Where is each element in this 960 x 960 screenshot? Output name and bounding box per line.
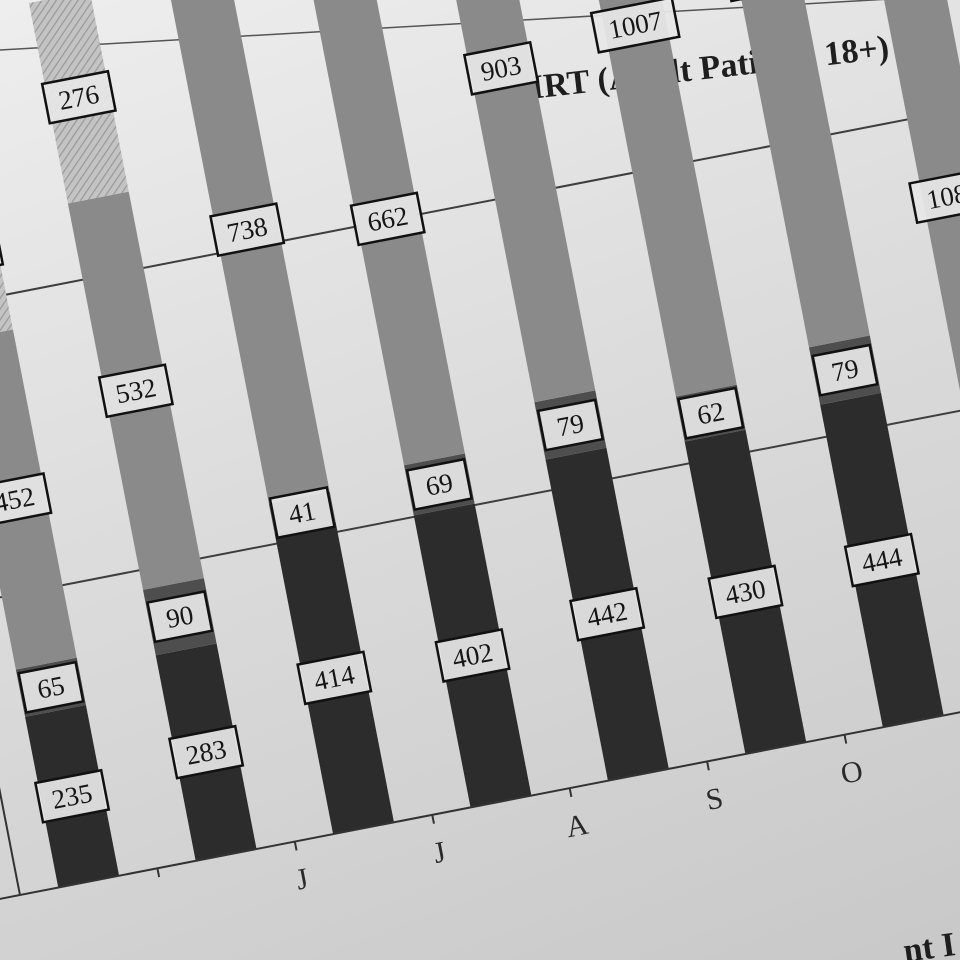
value-label: 452 (0, 472, 53, 528)
x-tick-label: O (838, 754, 866, 791)
value-label: 402 (434, 628, 511, 683)
value-label: 414 (296, 650, 373, 706)
x-tick-label: S (703, 781, 726, 817)
value-label-text: 90 (164, 599, 196, 634)
value-label-text: 41 (286, 495, 318, 530)
x-tick (706, 761, 710, 771)
value-label: 79 (811, 343, 879, 397)
value-label: 235 (33, 768, 111, 824)
value-label: 276 (40, 69, 118, 125)
bar-segment (164, 0, 330, 504)
x-tick-label: J (293, 862, 311, 897)
value-label: 903 (462, 40, 540, 96)
value-label: 79 (536, 398, 605, 452)
x-tick-label: J (431, 835, 449, 870)
value-label: 430 (707, 564, 784, 620)
bar-segment (665, 0, 870, 348)
value-label: 442 (569, 586, 646, 642)
value-label: 69 (405, 457, 474, 512)
gridlines (0, 0, 960, 623)
x-tick (156, 868, 161, 878)
value-label: 65 (17, 660, 85, 714)
gridline (0, 85, 960, 333)
value-label: 738 (209, 202, 286, 258)
value-label: 90 (146, 590, 214, 644)
bars (0, 0, 960, 888)
value-label: 62 (676, 386, 745, 440)
chart-title: SBIRT (Adult Patients 18+) (487, 29, 891, 111)
x-tick (431, 814, 435, 824)
value-label: 1085 (908, 166, 960, 225)
value-label-text: 62 (695, 396, 727, 431)
value-label: 444 (843, 532, 921, 588)
value-label: 283 (167, 724, 245, 780)
x-tick (293, 841, 298, 851)
next-section-heading-fragment: nt I (901, 926, 958, 960)
gridline (0, 376, 960, 623)
value-label: 532 (97, 363, 175, 419)
value-label-text: 69 (423, 467, 455, 502)
value-label: 41 (268, 485, 336, 540)
x-axis-line (0, 666, 960, 914)
value-label-text: 65 (35, 670, 67, 705)
value-label-text: 79 (554, 408, 586, 443)
x-tick-label: A (563, 808, 591, 845)
x-tick (568, 787, 573, 798)
value-label: 662 (349, 191, 426, 247)
value-label: 1007 (589, 0, 681, 54)
x-tick (843, 734, 848, 744)
bar-segment (0, 160, 13, 342)
data-labels: 2356545223228390532276414417381974026966… (0, 0, 960, 824)
value-label-text: 79 (829, 353, 861, 388)
